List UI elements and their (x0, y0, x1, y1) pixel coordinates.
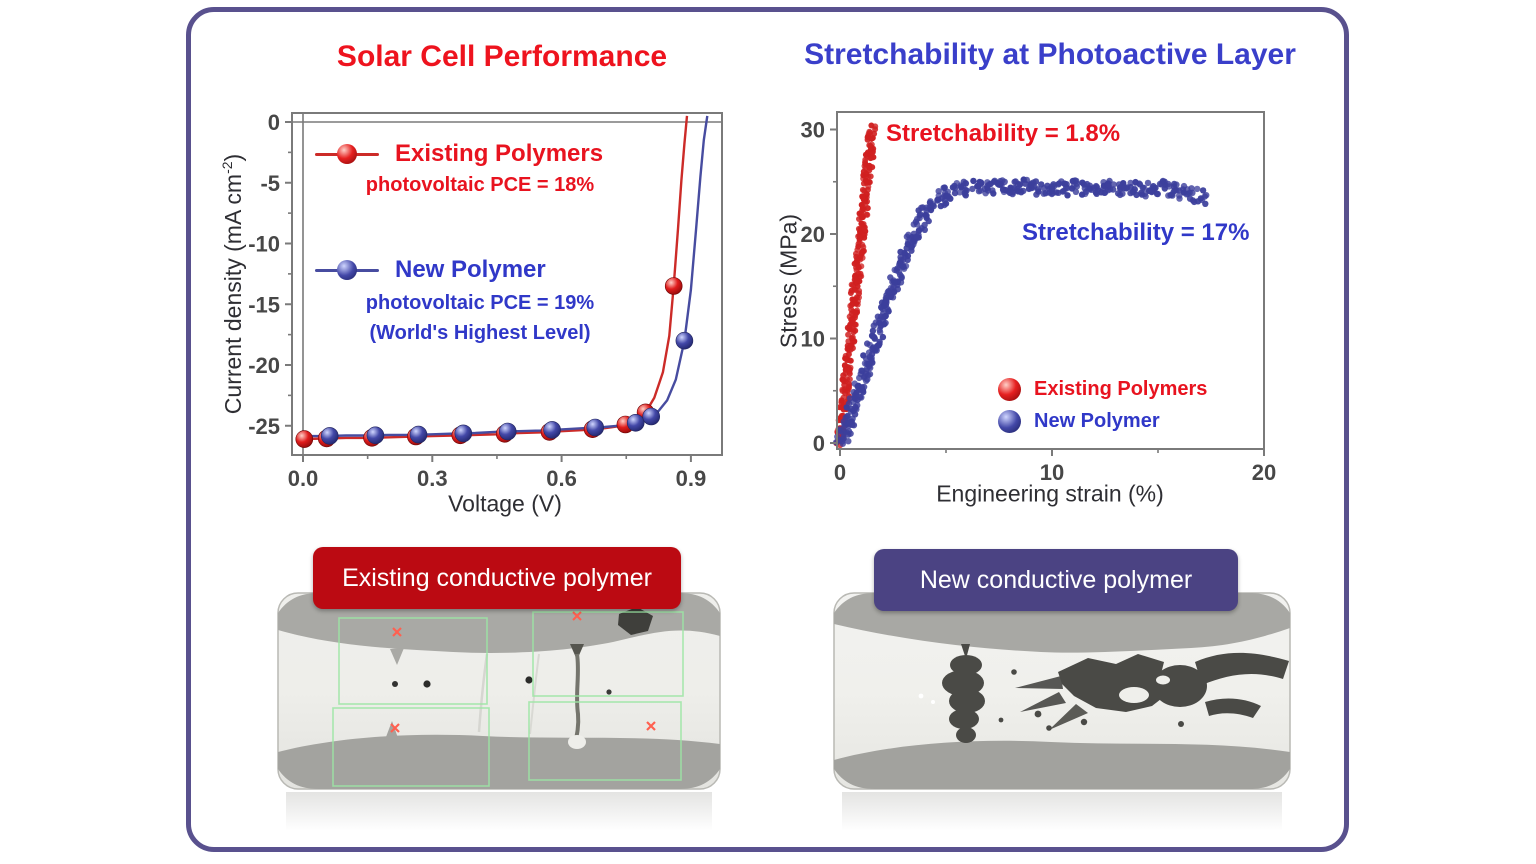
jv-y-axis-label-sup: -2 (219, 161, 236, 174)
jv-ytick-label: -5 (260, 171, 280, 196)
jv-xtick-label: 0.0 (288, 466, 319, 491)
jv-x-axis-label: Voltage (V) (448, 490, 562, 517)
jv-xtick-label: 0.6 (546, 466, 577, 491)
ss-xtick-label: 20 (1252, 460, 1276, 485)
grip-shadow-bottom (278, 734, 720, 789)
ss-legend-sphere-red-icon (998, 378, 1021, 401)
jv-curve-new (303, 115, 709, 438)
wrinkle-dark-patterns (942, 644, 1289, 743)
legend-sphere-red-icon (337, 144, 357, 164)
jv-markers-new (320, 331, 694, 445)
ss-legend-new-label: New Polymer (1034, 410, 1160, 432)
jv-legend-new-label: New Polymer (395, 256, 546, 283)
ss-ytick-label: 20 (801, 222, 825, 247)
ss-x-axis-label: Engineering strain (%) (936, 480, 1164, 507)
ss-legend-new: New Polymer (998, 410, 1207, 433)
jv-ytick-label: -20 (248, 353, 280, 378)
ss-ytick-label: 0 (813, 431, 825, 456)
jv-axes: 0.0 0.3 0.6 0.9 0 -5 -10 -15 -20 -25 (248, 110, 723, 491)
crack-wedge (570, 644, 584, 660)
ss-legend-sphere-blue-icon (998, 410, 1021, 433)
left-panel-title: Solar Cell Performance (336, 40, 668, 73)
ss-axes: 0 10 20 0 10 20 30 (801, 111, 1276, 485)
ss-ytick-label: 10 (801, 327, 825, 352)
jv-y-axis-label-pre: Current density (mA cm (219, 173, 246, 415)
jv-legend-existing-marker (315, 144, 379, 164)
legend-sphere-blue-icon (337, 260, 357, 280)
jv-chart (292, 113, 722, 455)
measurement-boxes (332, 611, 684, 787)
jv-new-pce-note: photovoltaic PCE = 19% (365, 292, 595, 314)
existing-polymer-banner: Existing conductive polymer (313, 547, 681, 609)
jv-legend-new-marker (315, 260, 379, 280)
photo-reflection-right (842, 792, 1282, 838)
jv-legend-existing-label: Existing Polymers (395, 140, 604, 167)
ss-annotation-existing: Stretchability = 1.8% (886, 120, 1121, 147)
jv-legend-existing: Existing Polymers (315, 140, 603, 168)
jv-xtick-label: 0.9 (676, 466, 707, 491)
jv-xtick-label: 0.3 (417, 466, 448, 491)
new-polymer-micrograph (833, 592, 1291, 790)
ss-chart (833, 122, 1210, 449)
jv-ytick-label: 0 (268, 110, 280, 135)
ss-xtick-label: 0 (834, 460, 846, 485)
ss-scatter-new (833, 176, 1210, 447)
jv-ytick-label: -10 (248, 232, 280, 257)
ss-ytick-label: 30 (801, 118, 825, 143)
grip-shadow-bottom (834, 740, 1290, 789)
new-polymer-banner: New conductive polymer (874, 549, 1238, 611)
right-panel-title: Stretchability at Photoactive Layer (804, 38, 1296, 71)
ss-legend-existing-label: Existing Polymers (1034, 378, 1208, 400)
jv-ytick-label: -15 (248, 292, 280, 317)
jv-new-pce-note2: (World's Highest Level) (369, 322, 591, 344)
ss-y-axis-label: Stress (MPa) (775, 213, 802, 349)
debris-blob (618, 607, 653, 635)
tracking-markers (390, 611, 656, 733)
jv-ytick-label: -25 (248, 414, 280, 439)
ss-annotation-new: Stretchability = 17% (1022, 219, 1250, 246)
ss-xtick-label: 10 (1040, 460, 1064, 485)
existing-polymer-micrograph (277, 592, 721, 790)
jv-legend-new: New Polymer (315, 256, 546, 284)
ss-legend-existing: Existing Polymers (998, 378, 1207, 401)
photo-reflection-left (286, 792, 712, 838)
jv-y-axis-label: Current density (mA cm-2) (219, 154, 247, 414)
ss-legend: Existing Polymers New Polymer (998, 378, 1207, 433)
jv-y-axis-label-post: ) (219, 153, 246, 162)
crack-notch-top (390, 648, 404, 665)
jv-existing-pce-note: photovoltaic PCE = 18% (365, 174, 595, 196)
